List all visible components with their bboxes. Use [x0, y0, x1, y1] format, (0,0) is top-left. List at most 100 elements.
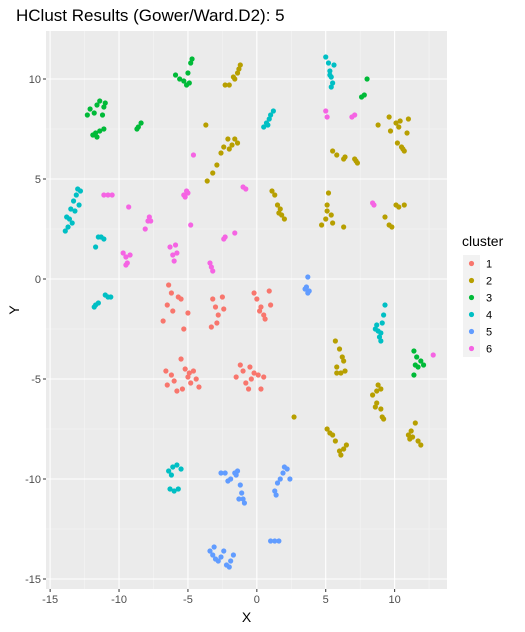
data-point — [415, 364, 421, 370]
x-tick-label: 0 — [254, 594, 260, 606]
data-point — [174, 250, 180, 256]
data-point — [324, 208, 330, 214]
data-point — [225, 136, 231, 142]
data-point — [188, 60, 194, 66]
data-point — [258, 386, 264, 392]
data-point — [123, 254, 129, 260]
data-point — [291, 414, 297, 420]
data-point — [334, 152, 340, 158]
data-point — [389, 224, 395, 230]
data-point — [190, 368, 197, 374]
data-point — [218, 554, 224, 560]
data-point — [168, 372, 174, 378]
data-point — [163, 368, 169, 374]
legend-title: cluster — [462, 233, 504, 249]
data-point — [182, 194, 188, 200]
legend-label: 5 — [486, 327, 492, 339]
data-point — [254, 296, 260, 302]
data-point — [272, 488, 278, 494]
data-point — [181, 78, 187, 84]
data-point — [327, 72, 333, 78]
y-tick-label: 0 — [35, 274, 41, 286]
data-point — [381, 312, 387, 318]
data-point — [218, 470, 224, 476]
data-point — [323, 54, 329, 60]
data-point — [341, 224, 347, 230]
data-point — [418, 358, 424, 364]
data-point — [214, 162, 220, 168]
data-point — [233, 472, 239, 478]
chart-title: HClust Results (Gower/Ward.D2): 5 — [16, 6, 285, 25]
data-point — [364, 76, 370, 82]
data-point — [170, 308, 176, 314]
data-point — [241, 500, 248, 506]
legend-item-4: 4 — [463, 306, 492, 323]
data-point — [175, 486, 181, 492]
data-point — [237, 62, 243, 68]
data-point — [233, 374, 239, 380]
data-point — [420, 362, 427, 368]
data-point — [339, 354, 345, 360]
data-point — [186, 80, 192, 86]
data-point — [93, 244, 99, 250]
data-point — [374, 400, 380, 406]
data-point — [101, 192, 107, 198]
data-point — [375, 382, 381, 388]
data-point — [222, 234, 228, 240]
data-point — [412, 420, 418, 426]
data-point — [328, 84, 334, 90]
data-point — [185, 374, 191, 380]
data-point — [374, 322, 380, 328]
data-point — [210, 170, 216, 176]
data-point — [325, 60, 332, 66]
data-point — [338, 452, 344, 458]
data-point — [102, 100, 108, 106]
data-point — [324, 202, 330, 208]
data-point — [135, 124, 141, 130]
data-point — [415, 438, 421, 444]
y-tick-label: -10 — [25, 474, 41, 486]
x-tick-label: 10 — [389, 594, 401, 606]
data-point — [171, 488, 177, 494]
data-point — [411, 348, 417, 354]
data-point — [208, 324, 214, 330]
data-point — [372, 326, 378, 332]
y-tick-label: 10 — [29, 74, 41, 86]
legend-item-6: 6 — [463, 340, 492, 357]
data-point — [306, 288, 312, 294]
grid-minor — [46, 31, 447, 589]
data-point — [336, 448, 343, 454]
legend-label: 2 — [486, 276, 492, 288]
data-point — [69, 220, 75, 226]
data-point — [378, 330, 384, 336]
data-point — [387, 128, 394, 134]
data-point — [93, 130, 99, 136]
series-4 — [62, 54, 388, 494]
data-point — [405, 116, 412, 122]
data-point — [229, 142, 235, 148]
data-point — [174, 388, 180, 394]
legend-item-5: 5 — [463, 323, 492, 340]
data-point — [232, 230, 238, 236]
data-point — [243, 380, 249, 386]
data-point — [168, 472, 174, 478]
data-point — [215, 312, 221, 318]
y-tick-label: -15 — [25, 574, 41, 586]
data-point — [396, 124, 402, 130]
data-point — [109, 192, 115, 198]
data-point — [280, 470, 286, 476]
data-point — [164, 302, 170, 308]
data-point — [327, 68, 333, 74]
data-point — [123, 262, 129, 268]
data-point — [324, 114, 330, 120]
data-point — [232, 136, 238, 142]
data-point — [225, 478, 231, 484]
data-point — [324, 426, 330, 432]
data-point — [269, 188, 275, 194]
data-point — [221, 144, 227, 150]
data-point — [166, 468, 172, 474]
data-point — [214, 320, 220, 326]
data-point — [218, 150, 224, 156]
data-point — [376, 334, 383, 340]
